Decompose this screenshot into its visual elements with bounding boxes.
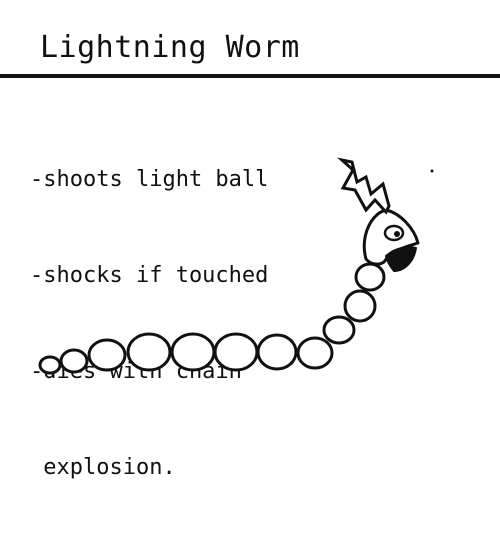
- worm-segment: [256, 333, 298, 371]
- worm-segment: [322, 315, 356, 345]
- worm-segment: [126, 332, 172, 372]
- worm-eye: [383, 224, 405, 242]
- worm-pupil: [394, 231, 400, 237]
- worm-jaw: [385, 246, 417, 272]
- lightning-worm-drawing: [38, 157, 434, 375]
- trait-shoots-light-ball: -shoots light ball: [30, 167, 269, 192]
- worm-segment: [296, 336, 334, 370]
- worm-segment: [170, 332, 216, 372]
- lightning-bolt-icon: [336, 157, 391, 215]
- stray-dot: [430, 169, 434, 173]
- worm-segment: [38, 355, 62, 375]
- worm-segment: [59, 348, 89, 374]
- worm-segment: [87, 338, 127, 372]
- trait-shocks-if-touched: -shocks if touched: [30, 263, 269, 288]
- worm-head: [362, 208, 420, 272]
- worm-segment: [354, 262, 386, 292]
- page-title: Lightning Worm: [40, 30, 300, 65]
- worm-segment: [213, 332, 259, 372]
- worm-segment: [343, 289, 377, 323]
- title-divider: [0, 74, 500, 78]
- trait-explosion: explosion.: [30, 455, 176, 480]
